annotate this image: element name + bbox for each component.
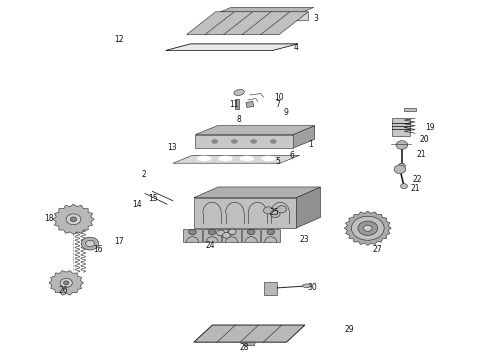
Text: 4: 4 <box>294 42 298 51</box>
Text: 21: 21 <box>416 150 426 159</box>
Text: 30: 30 <box>307 283 317 292</box>
Ellipse shape <box>302 284 311 288</box>
Polygon shape <box>53 204 94 234</box>
Ellipse shape <box>270 140 276 143</box>
Polygon shape <box>235 99 239 109</box>
Circle shape <box>71 217 76 222</box>
Polygon shape <box>264 282 277 295</box>
Circle shape <box>351 216 384 240</box>
Circle shape <box>358 221 378 235</box>
Text: 13: 13 <box>167 143 177 152</box>
Text: 15: 15 <box>148 194 158 203</box>
Circle shape <box>270 210 280 217</box>
Polygon shape <box>246 102 254 108</box>
Circle shape <box>394 165 406 174</box>
Polygon shape <box>166 44 297 50</box>
Text: 14: 14 <box>132 200 142 209</box>
Circle shape <box>189 229 196 235</box>
Text: 8: 8 <box>236 116 241 125</box>
Polygon shape <box>203 229 221 242</box>
Ellipse shape <box>212 140 218 143</box>
Polygon shape <box>183 229 202 242</box>
Text: 20: 20 <box>419 135 429 144</box>
Circle shape <box>364 225 372 231</box>
Polygon shape <box>194 198 296 228</box>
Circle shape <box>398 163 405 168</box>
Circle shape <box>247 229 255 235</box>
Circle shape <box>81 237 99 250</box>
Text: 18: 18 <box>44 214 54 223</box>
Text: 23: 23 <box>299 235 309 244</box>
Polygon shape <box>296 187 320 228</box>
Text: 11: 11 <box>229 100 239 109</box>
Text: 1: 1 <box>308 140 313 149</box>
Text: 6: 6 <box>290 151 294 160</box>
Circle shape <box>228 229 236 235</box>
Ellipse shape <box>231 140 237 143</box>
Polygon shape <box>216 12 308 19</box>
Text: 19: 19 <box>425 123 435 132</box>
Circle shape <box>60 278 73 287</box>
Circle shape <box>208 229 216 235</box>
Text: 28: 28 <box>239 343 248 352</box>
Circle shape <box>64 281 69 285</box>
Text: 17: 17 <box>115 237 124 246</box>
Polygon shape <box>293 126 315 148</box>
Circle shape <box>222 233 230 238</box>
Ellipse shape <box>240 156 254 161</box>
Polygon shape <box>196 135 293 148</box>
Text: 9: 9 <box>283 108 288 117</box>
Polygon shape <box>344 211 391 246</box>
Polygon shape <box>173 156 299 163</box>
Polygon shape <box>244 342 255 346</box>
Circle shape <box>396 141 408 149</box>
Circle shape <box>401 184 407 189</box>
Text: 2: 2 <box>142 170 147 179</box>
Polygon shape <box>262 229 280 242</box>
Ellipse shape <box>262 156 275 161</box>
Text: 25: 25 <box>270 208 279 217</box>
Circle shape <box>277 206 287 213</box>
Circle shape <box>86 240 95 247</box>
Circle shape <box>267 229 274 235</box>
Text: 7: 7 <box>275 100 280 109</box>
Circle shape <box>228 229 235 235</box>
Polygon shape <box>194 187 320 198</box>
Circle shape <box>264 207 273 214</box>
Bar <box>404 108 416 111</box>
Polygon shape <box>194 325 305 342</box>
Polygon shape <box>196 126 315 135</box>
Text: 3: 3 <box>313 14 318 23</box>
Polygon shape <box>392 118 410 136</box>
Polygon shape <box>220 8 314 12</box>
Polygon shape <box>222 229 241 242</box>
Polygon shape <box>242 229 261 242</box>
Polygon shape <box>187 12 308 35</box>
Text: 22: 22 <box>413 175 422 184</box>
Text: 12: 12 <box>115 35 124 44</box>
Text: 27: 27 <box>373 245 382 254</box>
Text: 10: 10 <box>274 93 284 102</box>
Text: 24: 24 <box>205 240 215 249</box>
Text: 5: 5 <box>275 157 280 166</box>
Polygon shape <box>49 271 83 295</box>
Text: 16: 16 <box>93 245 102 254</box>
Circle shape <box>217 230 224 236</box>
Ellipse shape <box>234 90 245 95</box>
Ellipse shape <box>197 156 211 161</box>
Ellipse shape <box>219 156 232 161</box>
Text: 26: 26 <box>59 286 69 295</box>
Text: 29: 29 <box>345 325 354 334</box>
Circle shape <box>66 214 81 225</box>
Text: 21: 21 <box>411 184 420 193</box>
Ellipse shape <box>251 140 257 143</box>
